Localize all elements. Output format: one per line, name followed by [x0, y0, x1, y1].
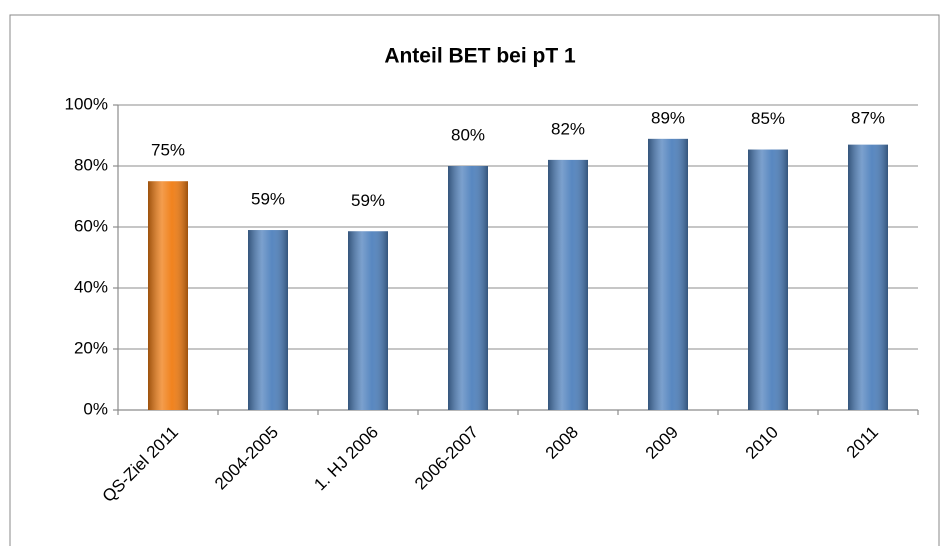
value-label: 82%: [551, 119, 585, 138]
y-tick-label: 80%: [74, 155, 108, 174]
bar-shade: [648, 138, 688, 411]
value-label: 59%: [351, 191, 385, 210]
bar-shade: [848, 144, 888, 410]
bar-shade: [448, 166, 488, 410]
y-tick-label: 20%: [74, 338, 108, 357]
value-label: 80%: [451, 125, 485, 144]
bar-shade: [348, 231, 388, 410]
value-label: 89%: [651, 108, 685, 127]
value-label: 75%: [151, 141, 185, 160]
value-label: 87%: [851, 108, 885, 127]
bar-shade: [748, 149, 788, 410]
bar-shade: [148, 181, 188, 410]
y-tick-label: 0%: [83, 399, 108, 418]
chart-title: Anteil BET bei pT 1: [384, 45, 576, 68]
bar-shade: [548, 159, 588, 410]
value-label: 59%: [251, 190, 285, 209]
value-label: 85%: [751, 109, 785, 128]
y-tick-label: 100%: [65, 94, 108, 113]
y-tick-label: 40%: [74, 277, 108, 296]
y-tick-label: 60%: [74, 216, 108, 235]
bar-shade: [248, 230, 288, 410]
